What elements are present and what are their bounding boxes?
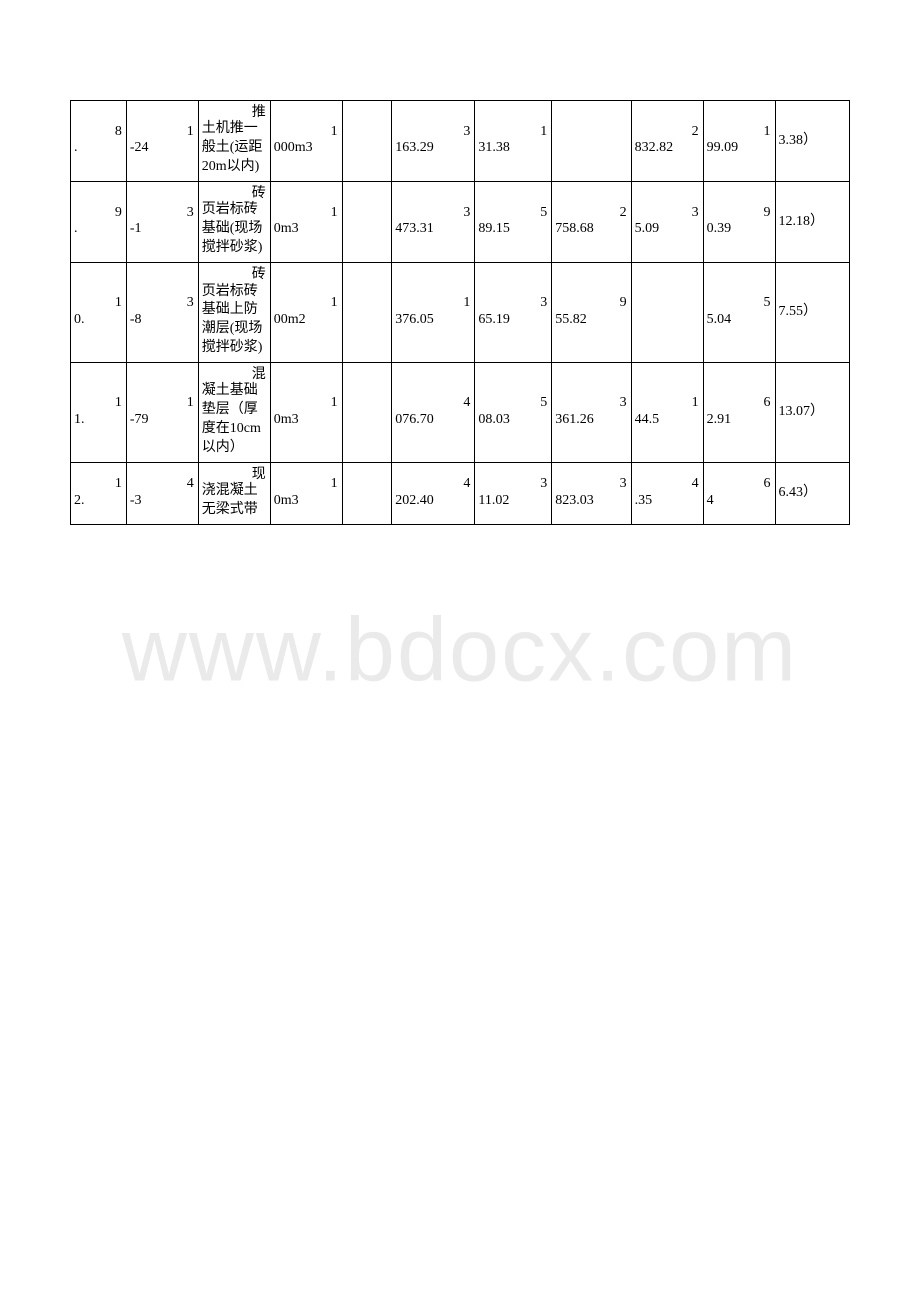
cell-v6: 7.55） xyxy=(775,263,850,363)
cell-index: 8. xyxy=(71,101,127,182)
cell-v1: 3163.29 xyxy=(392,101,475,182)
cell-v3: 3361.26 xyxy=(552,363,631,463)
cell-v1: 4202.40 xyxy=(392,463,475,525)
cell-code: 1-24 xyxy=(126,101,198,182)
cell-v4: 144.5 xyxy=(631,363,703,463)
cell-index: 11. xyxy=(71,363,127,463)
cell-unit: 10m3 xyxy=(270,182,342,263)
cell-desc: 砖页岩标砖基础(现场搅拌砂浆) xyxy=(198,182,270,263)
cell-empty xyxy=(342,463,392,525)
cell-v3 xyxy=(552,101,631,182)
cell-desc: 推土机推一般土(运距20m以内) xyxy=(198,101,270,182)
cell-v6: 13.07） xyxy=(775,363,850,463)
cell-v5: 90.39 xyxy=(703,182,775,263)
cell-v4: 2832.82 xyxy=(631,101,703,182)
cell-empty xyxy=(342,363,392,463)
cell-v1: 3473.31 xyxy=(392,182,475,263)
cell-index: 12. xyxy=(71,463,127,525)
cell-desc: 混凝土基础垫层（厚度在10cm 以内） xyxy=(198,363,270,463)
cell-v5: 62.91 xyxy=(703,363,775,463)
cell-empty xyxy=(342,101,392,182)
table-row: 9. 3-1 砖页岩标砖基础(现场搅拌砂浆) 10m3 3473.31 589.… xyxy=(71,182,850,263)
cell-v4 xyxy=(631,263,703,363)
table-body: 8. 1-24 推土机推一般土(运距20m以内) 1000m3 3163.29 … xyxy=(71,101,850,525)
cell-v6: 6.43） xyxy=(775,463,850,525)
cell-v2: 508.03 xyxy=(475,363,552,463)
cell-code: 4-3 xyxy=(126,463,198,525)
cell-code: 3-8 xyxy=(126,263,198,363)
cell-v2: 365.19 xyxy=(475,263,552,363)
cell-unit: 10m3 xyxy=(270,363,342,463)
cell-unit: 10m3 xyxy=(270,463,342,525)
cell-desc: 现浇混凝土无梁式带 xyxy=(198,463,270,525)
cell-code: 1-79 xyxy=(126,363,198,463)
table-row: 11. 1-79 混凝土基础垫层（厚度在10cm 以内） 10m3 4076.7… xyxy=(71,363,850,463)
cell-desc: 砖页岩标砖基础上防潮层(现场搅拌砂浆) xyxy=(198,263,270,363)
cell-v5: 64 xyxy=(703,463,775,525)
cell-unit: 1000m3 xyxy=(270,101,342,182)
cell-v3: 3823.03 xyxy=(552,463,631,525)
cell-index: 9. xyxy=(71,182,127,263)
cell-v6: 12.18） xyxy=(775,182,850,263)
cell-v3: 2758.68 xyxy=(552,182,631,263)
cell-v1: 1376.05 xyxy=(392,263,475,363)
cell-empty xyxy=(342,182,392,263)
cell-index: 10. xyxy=(71,263,127,363)
cell-empty xyxy=(342,263,392,363)
cell-code: 3-1 xyxy=(126,182,198,263)
cell-v2: 131.38 xyxy=(475,101,552,182)
table-row: 8. 1-24 推土机推一般土(运距20m以内) 1000m3 3163.29 … xyxy=(71,101,850,182)
cell-v6: 3.38） xyxy=(775,101,850,182)
cell-v5: 55.04 xyxy=(703,263,775,363)
cell-v2: 311.02 xyxy=(475,463,552,525)
table-row: 12. 4-3 现浇混凝土无梁式带 10m3 4202.40 311.02 38… xyxy=(71,463,850,525)
table-row: 10. 3-8 砖页岩标砖基础上防潮层(现场搅拌砂浆) 100m2 1376.0… xyxy=(71,263,850,363)
cell-v4: 35.09 xyxy=(631,182,703,263)
cell-v5: 199.09 xyxy=(703,101,775,182)
watermark-text: www.bdocx.com xyxy=(122,600,798,703)
cell-v3: 955.82 xyxy=(552,263,631,363)
cell-unit: 100m2 xyxy=(270,263,342,363)
data-table: 8. 1-24 推土机推一般土(运距20m以内) 1000m3 3163.29 … xyxy=(70,100,850,525)
cell-v4: 4.35 xyxy=(631,463,703,525)
cell-v2: 589.15 xyxy=(475,182,552,263)
cell-v1: 4076.70 xyxy=(392,363,475,463)
